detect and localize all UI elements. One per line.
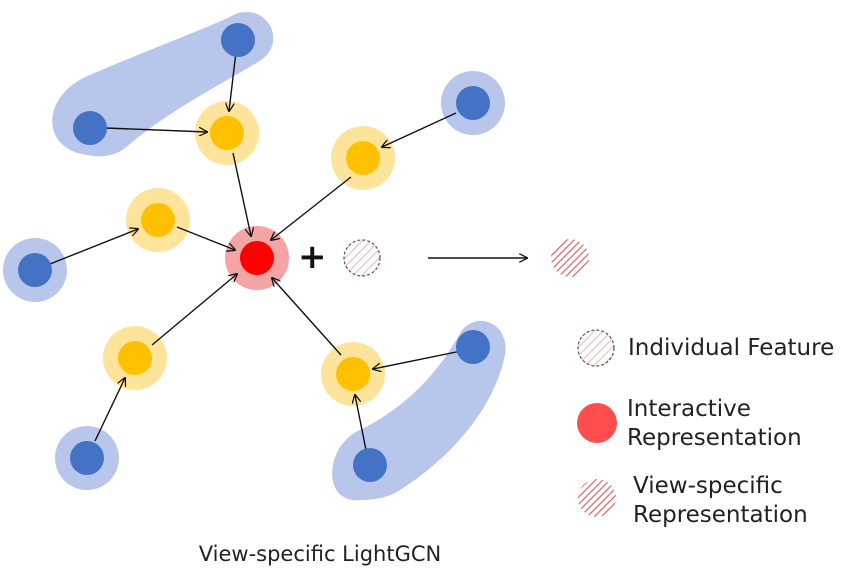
individual-feature-node	[343, 239, 381, 277]
edge-arrow	[105, 128, 207, 132]
center-node	[240, 241, 274, 275]
edge-arrow	[232, 152, 251, 236]
blue-node	[353, 448, 387, 482]
legend-individual-feature-label: Individual Feature	[628, 335, 835, 361]
blue-node	[70, 441, 104, 475]
legend-view-specific-label-line1: View-specific	[633, 473, 783, 499]
item-node	[346, 141, 380, 175]
legend-view-specific-icon	[578, 479, 616, 517]
edge-arrow	[272, 278, 342, 356]
edge-arrow	[49, 229, 138, 265]
blue-node	[221, 23, 255, 57]
edge-arrow	[151, 274, 237, 346]
edge-arrow	[94, 378, 125, 442]
edge-arrow	[373, 348, 472, 369]
user-cluster-top	[52, 11, 274, 157]
blue-node	[456, 330, 490, 364]
blue-node	[18, 253, 52, 287]
plus-operator: +	[298, 237, 327, 277]
legend-individual-feature-icon	[577, 329, 615, 367]
edge-arrow	[355, 395, 367, 451]
edge-arrow	[229, 51, 237, 111]
item-node	[118, 341, 152, 375]
legend-view-specific-label-line2: Representation	[633, 502, 808, 528]
diagram-caption: View-specific LightGCN	[198, 542, 442, 566]
item-node	[141, 203, 175, 237]
legend-interactive-label-line2: Representation	[627, 425, 802, 451]
blue-node	[456, 86, 490, 120]
edge-arrow	[382, 112, 457, 147]
blue-node	[73, 111, 107, 145]
legend-interactive-label-line1: Interactive	[627, 396, 751, 422]
legend-interactive-icon	[577, 403, 617, 443]
item-node	[336, 357, 370, 391]
view-specific-node	[551, 239, 589, 277]
edge-arrow	[176, 226, 235, 250]
item-node	[210, 116, 244, 150]
edge-arrow	[271, 176, 352, 240]
